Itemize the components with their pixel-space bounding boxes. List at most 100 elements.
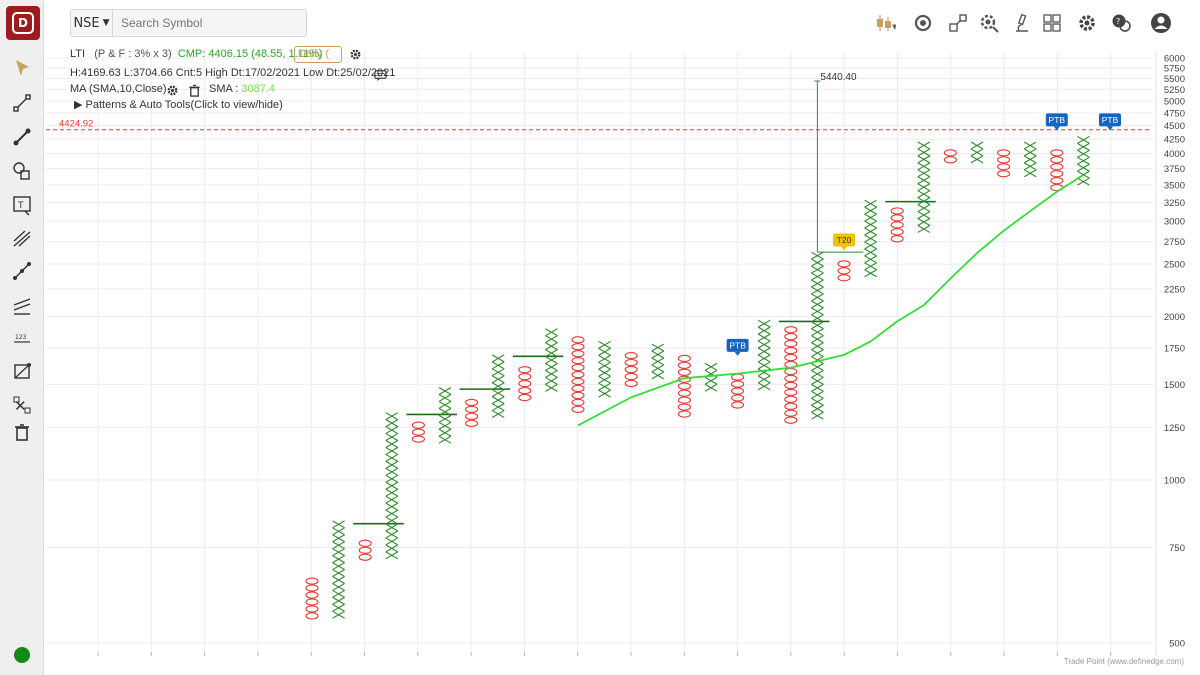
indicators-button[interactable] — [910, 10, 936, 36]
o-mark — [677, 403, 691, 411]
x-mark — [864, 220, 877, 229]
symbol-info-line: LTI (P & F : 3% x 3) CMP: 4406.15 (48.55… — [70, 48, 323, 60]
o-mark — [890, 228, 904, 236]
gear-icon — [1079, 15, 1095, 31]
sma-value: 3087.4 — [241, 83, 276, 95]
o-mark — [731, 387, 745, 395]
chart-settings-button[interactable] — [348, 47, 362, 61]
x-mark — [864, 199, 877, 208]
x-mark — [651, 371, 665, 380]
x-mark — [438, 428, 452, 437]
y-axis-tick-label: 1250 — [1164, 423, 1185, 434]
x-mark — [811, 279, 824, 288]
indicator-delete-button[interactable] — [187, 83, 201, 97]
x-mark — [491, 354, 505, 363]
measure-tool[interactable]: 123 — [8, 326, 36, 352]
patterns-toggle[interactable]: ▶ Patterns & Auto Tools(Click to view/hi… — [74, 99, 283, 111]
x-mark — [757, 347, 771, 356]
o-mark — [890, 207, 904, 215]
layout-button[interactable] — [1039, 10, 1065, 36]
o-mark — [997, 170, 1011, 178]
remove-drawings-tool[interactable]: ✕ — [8, 392, 36, 418]
chart-type-button[interactable]: ▼ — [872, 10, 898, 36]
fibonacci-tool[interactable] — [8, 225, 36, 251]
x-mark — [598, 340, 611, 349]
y-axis-tick-label: 1750 — [1164, 344, 1185, 355]
grid-layout-icon — [1043, 14, 1061, 32]
trash-icon — [15, 424, 29, 441]
x-mark — [970, 155, 984, 164]
y-axis-tick-label: 2250 — [1164, 284, 1185, 295]
settings-button[interactable] — [1074, 10, 1100, 36]
path-tool[interactable] — [8, 258, 36, 284]
x-mark — [917, 197, 931, 206]
x-mark — [1023, 148, 1037, 157]
x-mark — [917, 211, 931, 219]
x-mark — [545, 383, 558, 392]
scanner-button[interactable] — [976, 10, 1002, 36]
y-axis-tick-label: 3500 — [1164, 180, 1185, 191]
x-mark — [438, 387, 452, 395]
compare-button[interactable] — [945, 10, 971, 36]
svg-text:?: ? — [1116, 17, 1120, 26]
o-mark — [784, 395, 798, 403]
y-axis-tick-label: 5250 — [1164, 85, 1185, 96]
line-segment-icon — [13, 94, 31, 112]
x-mark — [757, 361, 771, 370]
o-mark — [305, 577, 319, 585]
shapes-tool[interactable] — [8, 158, 36, 184]
x-mark — [917, 183, 931, 192]
o-mark — [518, 366, 532, 374]
x-mark — [332, 534, 345, 543]
channel-tool[interactable] — [8, 292, 36, 318]
x-mark — [1023, 162, 1037, 171]
x-mark — [332, 527, 345, 536]
o-mark — [571, 398, 585, 407]
x-mark — [917, 176, 931, 185]
symbol-search-input[interactable] — [112, 9, 307, 37]
pattern-badge — [1099, 113, 1121, 127]
badge-pointer — [841, 246, 847, 251]
comment-button[interactable] — [373, 68, 387, 82]
text-tool[interactable]: T — [8, 192, 36, 218]
o-mark — [677, 382, 691, 390]
x-mark — [811, 293, 824, 302]
o-mark — [784, 409, 798, 417]
x-mark — [1077, 163, 1090, 172]
trendline-tool[interactable] — [8, 124, 36, 150]
o-mark — [305, 591, 319, 599]
user-profile-button[interactable] — [1148, 10, 1174, 36]
candlestick-icon: ▼ — [877, 15, 896, 31]
x-mark — [704, 362, 718, 371]
pattern-badge-label: PTB — [1102, 115, 1119, 125]
o-mark — [571, 363, 585, 372]
y-axis-tick-label: 2500 — [1164, 260, 1185, 271]
pattern-badge — [1045, 113, 1068, 127]
research-button[interactable] — [1009, 10, 1035, 36]
x-mark — [545, 376, 558, 385]
o-mark — [784, 381, 798, 390]
x-mark — [917, 141, 931, 150]
indicator-settings-button[interactable] — [165, 83, 179, 97]
interval-label: Daily ( — [298, 48, 330, 60]
chat-button[interactable]: ? — [1108, 10, 1134, 36]
chat-bubbles-icon: ? — [1112, 14, 1131, 32]
o-mark — [677, 389, 691, 397]
interval-dropdown[interactable]: Daily ( ▼ — [294, 46, 342, 63]
delete-tool[interactable] — [8, 419, 36, 445]
cursor-tool[interactable] — [8, 55, 36, 81]
gann-tool[interactable] — [8, 358, 36, 384]
o-mark — [624, 372, 638, 381]
x-mark — [864, 255, 877, 264]
o-mark — [1050, 149, 1064, 157]
exchange-dropdown[interactable]: NSE ▼ — [70, 9, 112, 37]
price-level-label: 4424.92 — [59, 119, 93, 130]
x-mark — [1077, 149, 1090, 158]
x-mark — [385, 467, 399, 476]
brand-logo[interactable]: D — [6, 6, 40, 40]
x-mark — [757, 354, 771, 363]
y-axis-tick-label: 4000 — [1164, 149, 1185, 160]
line-tool[interactable] — [8, 90, 36, 116]
x-mark — [811, 286, 824, 295]
